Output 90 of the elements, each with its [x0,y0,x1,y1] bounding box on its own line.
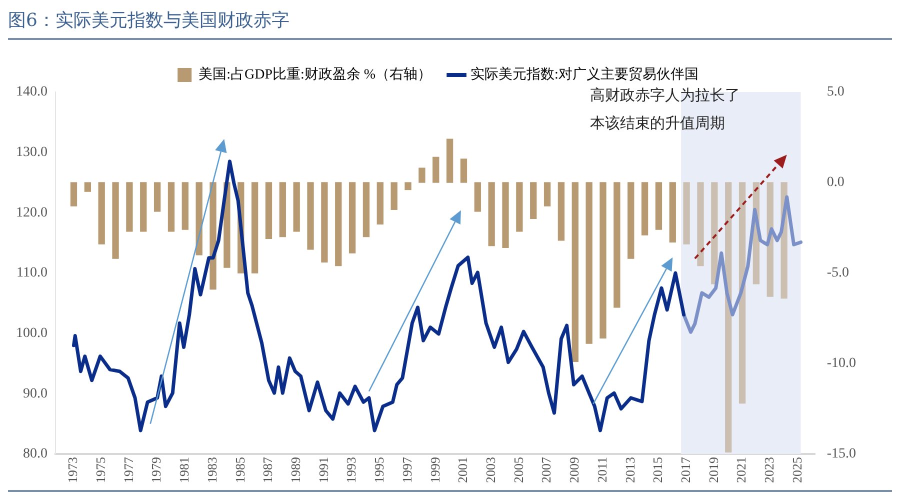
bar [725,182,732,453]
bar [628,182,634,259]
x-tick-label: 1993 [344,457,359,483]
bar [641,182,648,236]
x-tick-label: 1977 [120,456,136,483]
x-tick-label: 2019 [706,457,721,483]
y2-tick-label: -15.0 [826,446,856,462]
annotation: 本该结束的升值周期 [590,114,725,132]
x-tick-label: 2021 [734,457,749,483]
x-tick-label: 2023 [762,457,777,483]
x-tick-label: 1985 [232,457,248,483]
bar [600,182,606,338]
x-tick-label: 1989 [288,457,304,483]
x-tick-label: 1979 [148,457,164,483]
x-tick-label: 1999 [427,457,442,483]
bar [251,182,258,274]
bar [474,182,481,212]
x-tick-label: 1981 [176,457,192,483]
bar [446,138,454,183]
x-tick-label: 1997 [399,456,414,483]
y-tick-label: 130.0 [16,145,48,160]
bar [168,182,175,232]
bar [335,182,342,266]
bar [98,182,105,244]
y2-tick-label: 5.0 [826,84,844,100]
annotation: 高财政赤字人为拉长了 [590,86,740,104]
bar [376,182,384,224]
x-tick-label: 2011 [594,457,610,483]
x-tick-label: 2013 [622,457,638,483]
y2-tick-label: -10.0 [826,356,856,372]
bar [572,182,578,362]
y-tick-label: 140.0 [16,84,48,100]
x-tick-label: 2001 [455,457,470,483]
x-tick-label: 1983 [204,457,220,483]
bar [293,182,300,232]
bar [140,182,147,232]
x-tick-label: 2015 [650,457,666,483]
x-tick-label: 2007 [538,456,554,483]
bar [112,182,119,259]
y2-tick-label: 0.0 [826,175,844,190]
bar [558,182,565,241]
y-tick-label: 80.0 [23,446,48,462]
bar [84,182,91,192]
bar [711,182,718,284]
y-tick-label: 120.0 [16,205,48,220]
bar [432,156,440,183]
bar [697,182,704,266]
bar [196,182,202,256]
bar [348,182,356,254]
bar [488,182,495,246]
bar [516,182,523,232]
bar [404,182,412,190]
bar [669,182,676,243]
bar [362,182,370,238]
x-tick-label: 1975 [93,457,108,483]
bar [70,182,78,206]
x-tick-label: 1973 [65,457,80,483]
y-tick-label: 90.0 [23,386,48,402]
bar [614,182,620,308]
x-tick-label: 1995 [372,457,387,483]
x-tick-label: 2025 [789,457,804,483]
bar [321,182,328,262]
bar [655,182,662,230]
chart-title: 图6：实际美元指数与美国财政赤字 [8,8,892,40]
bar [544,182,551,206]
y-tick-label: 100.0 [16,326,48,342]
bar [683,182,690,244]
bar [418,168,426,183]
x-tick-label: 2009 [566,457,582,483]
x-tick-label: 2005 [510,457,526,483]
bar [738,182,746,404]
x-tick-label: 1991 [316,457,331,483]
bar [126,182,133,232]
bar [307,182,314,250]
bar [502,182,509,248]
bar [460,158,468,183]
bar [265,182,272,239]
bar [182,182,188,230]
x-tick-label: 2017 [678,456,693,483]
legend-label: 美国:占GDP比重:财政盈余 %（右轴） [198,66,432,83]
bar [530,182,537,220]
bar [154,182,161,212]
x-tick-label: 2003 [483,457,498,483]
y-tick-label: 110.0 [16,266,48,281]
y2-tick-label: -5.0 [826,266,850,281]
legend-label: 实际美元指数:对广义主要贸易伙伴国 [470,66,698,83]
bar [586,182,592,344]
bar [279,182,286,238]
bar [390,182,398,210]
x-tick-label: 1987 [260,456,276,483]
